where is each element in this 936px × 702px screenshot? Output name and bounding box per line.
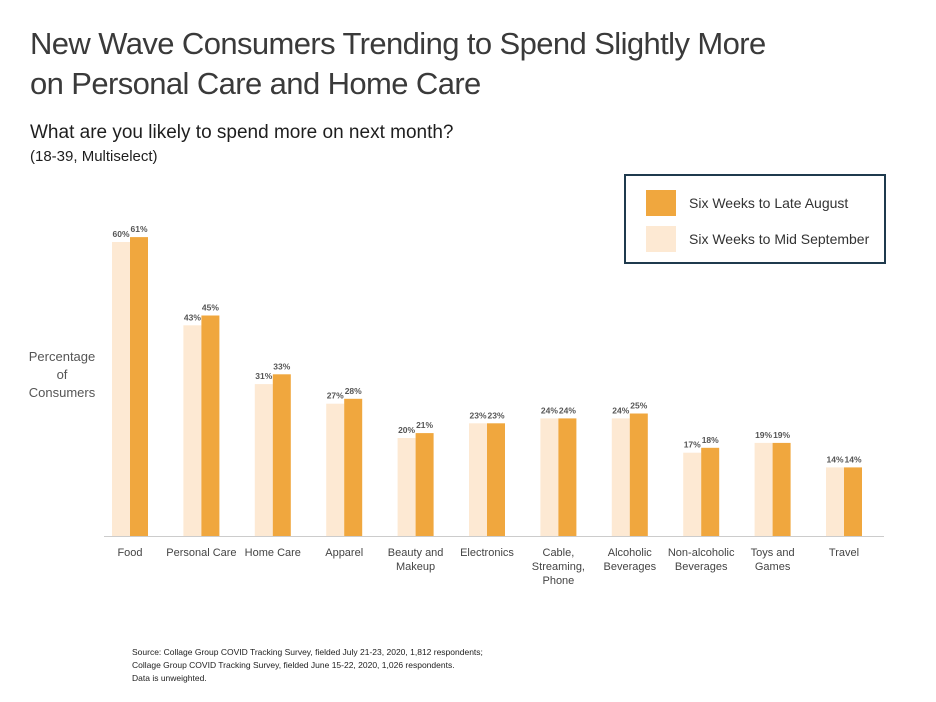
data-label-late-august: 25% (630, 401, 647, 411)
legend-label-mid-september: Six Weeks to Mid September (689, 231, 870, 247)
legend-label-late-august: Six Weeks to Late August (689, 195, 849, 211)
y-axis-label-line: of (56, 367, 68, 382)
x-tick-label-line: Travel (829, 547, 859, 559)
bar-late-august (772, 442, 791, 536)
x-tick-label-line: Home Care (245, 547, 301, 559)
source-line: Collage Group COVID Tracking Survey, fie… (132, 660, 455, 670)
data-label-late-august: 21% (416, 420, 433, 430)
data-label-mid-september: 60% (112, 229, 129, 239)
bar-late-august (201, 315, 220, 536)
y-axis-label-line: Percentage (28, 349, 96, 364)
legend-item-late-august: Six Weeks to Late August (646, 190, 848, 216)
x-tick-label: Home Care (245, 547, 301, 559)
bar-mid-september (469, 423, 487, 536)
bar-late-august (272, 374, 291, 536)
chart-legend: Six Weeks to Late August Six Weeks to Mi… (624, 174, 886, 264)
bar-mid-september (112, 242, 130, 536)
bar-mid-september (754, 442, 773, 536)
title-line-2: on Personal Care and Home Care (30, 66, 481, 101)
x-tick-label-line: Food (117, 547, 142, 559)
bar-mid-september (826, 467, 844, 536)
chart-question: What are you likely to spend more on nex… (30, 122, 454, 143)
x-tick-label-line: Alcoholic (608, 547, 653, 559)
x-tick-label: Travel (829, 547, 859, 559)
chart-question-note: (18-39, Multiselect) (30, 148, 158, 165)
bar-mid-september (611, 418, 630, 536)
bar-late-august (558, 418, 577, 536)
data-label-mid-september: 43% (184, 312, 201, 322)
bar-late-august (844, 467, 862, 536)
x-tick-label-line: Toys and (751, 547, 795, 559)
x-tick-label: Apparel (325, 547, 363, 559)
data-label-late-august: 19% (773, 430, 790, 440)
title-line-1: New Wave Consumers Trending to Spend Sli… (30, 26, 766, 61)
bar-late-august (487, 423, 505, 536)
legend-swatch-late-august (646, 190, 676, 216)
x-tick-label: Personal Care (166, 547, 236, 559)
y-axis-label: Percentage of Consumers (14, 348, 110, 402)
bar-late-august (701, 447, 720, 536)
data-label-late-august: 61% (130, 224, 147, 234)
x-tick-label: Beauty and Makeup (388, 547, 444, 573)
x-tick-label: Non-alcoholic Beverages (668, 547, 735, 573)
x-tick-label: Cable, Streaming, Phone (532, 547, 585, 587)
bar-mid-september (683, 452, 702, 536)
bar-mid-september (183, 325, 202, 536)
x-tick-label-line: Beverages (604, 561, 657, 573)
x-tick-label-line: Non-alcoholic (668, 547, 735, 559)
page-title: New Wave Consumers Trending to Spend Sli… (30, 24, 890, 104)
x-tick-label-line: Apparel (325, 547, 363, 559)
data-label-late-august: 24% (559, 405, 576, 415)
x-tick-label-line: Personal Care (166, 547, 236, 559)
x-tick-label: Electronics (460, 547, 514, 559)
data-label-mid-september: 23% (469, 410, 486, 420)
bar-mid-september (397, 438, 416, 536)
data-label-late-august: 18% (702, 435, 719, 445)
data-label-late-august: 45% (202, 303, 219, 313)
x-tick-label-line: Phone (542, 575, 574, 587)
bar-late-august (344, 398, 363, 536)
data-label-mid-september: 14% (826, 454, 843, 464)
bar-mid-september (254, 384, 273, 536)
x-tick-label-line: Streaming, (532, 561, 585, 573)
x-tick-label: Toys and Games (751, 547, 795, 573)
data-label-late-august: 23% (487, 410, 504, 420)
source-line: Data is unweighted. (132, 673, 207, 683)
x-tick-label-line: Beauty and (388, 547, 444, 559)
x-tick-label-line: Makeup (396, 561, 435, 573)
data-label-mid-september: 27% (327, 391, 344, 401)
bar-late-august (130, 237, 148, 536)
data-label-mid-september: 31% (255, 371, 272, 381)
x-tick-label: Food (117, 547, 142, 559)
bar-mid-september (540, 418, 559, 536)
data-label-late-august: 28% (345, 386, 362, 396)
bar-late-august (629, 413, 648, 536)
y-axis-label-line: Consumers (28, 385, 96, 400)
data-label-mid-september: 24% (541, 405, 558, 415)
x-tick-label-line: Games (755, 561, 791, 573)
x-tick-label-line: Beverages (675, 561, 728, 573)
x-tick-label-line: Electronics (460, 547, 514, 559)
x-tick-label: Alcoholic Beverages (604, 547, 657, 573)
data-label-mid-september: 17% (684, 440, 701, 450)
data-label-late-august: 33% (273, 361, 290, 371)
data-label-late-august: 14% (844, 454, 861, 464)
source-line: Source: Collage Group COVID Tracking Sur… (132, 647, 483, 657)
data-label-mid-september: 19% (755, 430, 772, 440)
x-tick-label-line: Cable, (543, 547, 575, 559)
bar-late-august (415, 433, 434, 536)
bar-mid-september (326, 403, 345, 536)
data-label-mid-september: 20% (398, 425, 415, 435)
legend-item-mid-september: Six Weeks to Mid September (646, 226, 869, 252)
data-label-mid-september: 24% (612, 405, 629, 415)
legend-swatch-mid-september (646, 226, 676, 252)
source-note: Source: Collage Group COVID Tracking Sur… (132, 646, 483, 685)
